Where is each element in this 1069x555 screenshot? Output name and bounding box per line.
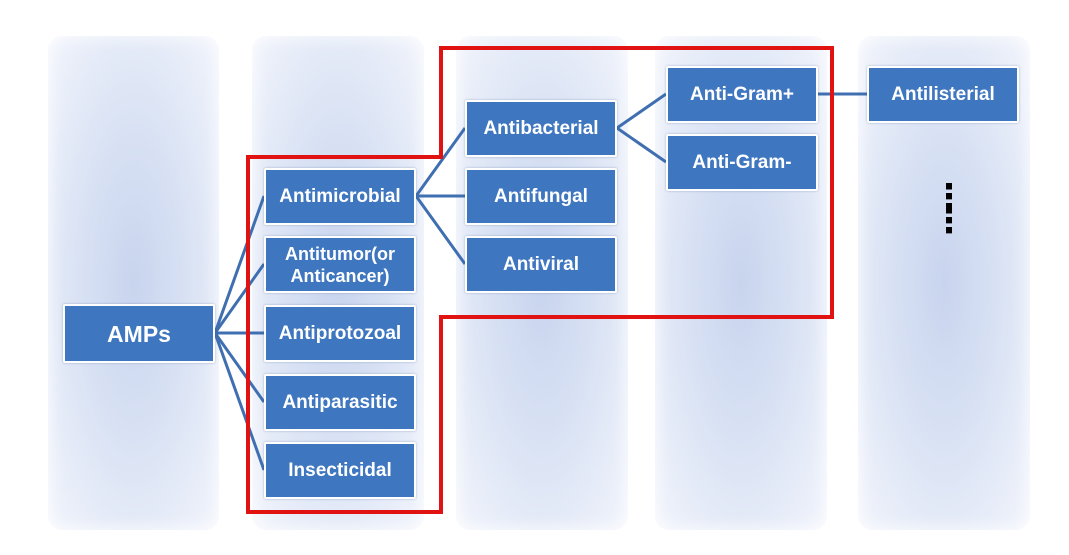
connector-amps-insecticidal xyxy=(213,332,266,471)
node-antiprotozoal: Antiprotozoal xyxy=(264,305,416,362)
node-antilisterial: Antilisterial xyxy=(867,66,1019,123)
node-amps: AMPs xyxy=(63,304,215,363)
highlight-outline xyxy=(246,46,834,514)
node-insecticidal: Insecticidal xyxy=(264,442,416,499)
node-antiviral: Antiviral xyxy=(465,236,617,293)
node-antiparasitic: Antiparasitic xyxy=(264,374,416,431)
connector-amps-antiparasitic xyxy=(213,332,266,403)
node-antimicrobial: Antimicrobial xyxy=(264,168,416,225)
node-antibacterial: Antibacterial xyxy=(465,100,617,157)
node-antifungal: Antifungal xyxy=(465,168,617,225)
connector-amps-antimicrobial xyxy=(213,195,266,334)
node-anti-gram-negative: Anti-Gram- xyxy=(666,134,818,191)
more-items-ellipsis: ⋮ ⋮ xyxy=(932,178,966,240)
connector-antibacterial-antigram-negative xyxy=(616,126,667,164)
column-level-0-background xyxy=(48,36,219,530)
connector-antimicrobial-antibacterial xyxy=(414,127,467,197)
connector-antimicrobial-antiviral xyxy=(414,195,467,265)
node-antitumor: Antitumor(or Anticancer) xyxy=(264,236,416,293)
connector-antibacterial-antigram-positive xyxy=(616,92,667,130)
connector-amps-antitumor xyxy=(213,263,266,334)
node-anti-gram-positive: Anti-Gram+ xyxy=(666,66,818,123)
